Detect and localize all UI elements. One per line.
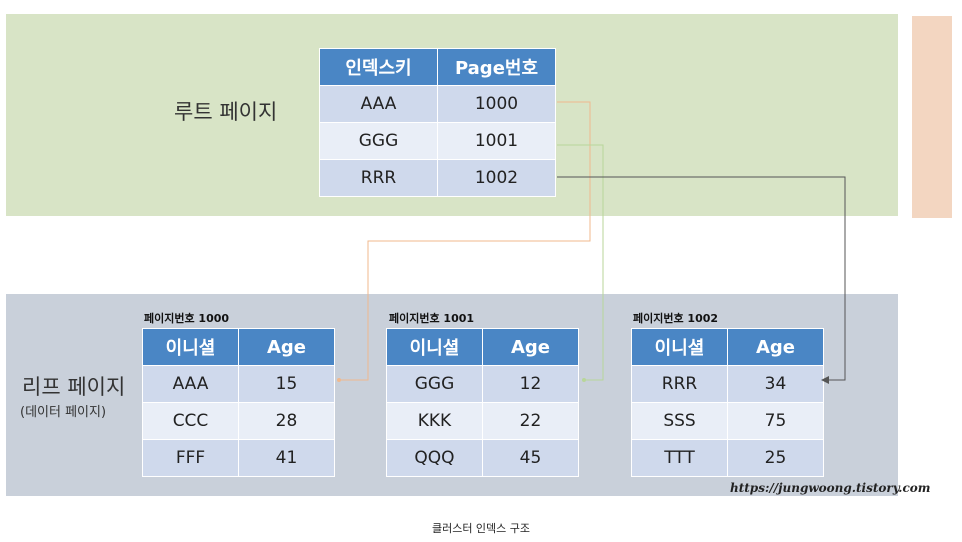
root-page-label: 루트 페이지 [174, 100, 278, 124]
table-row: RRR 34 [631, 365, 824, 403]
initial-cell: CCC [142, 402, 239, 440]
page-number-cell: 1000 [437, 85, 556, 123]
age-cell: 15 [238, 365, 335, 403]
column-header-initial: 이니셜 [386, 328, 483, 366]
index-key-cell: GGG [319, 122, 438, 160]
leaf-page-table-1001: 이니셜 Age GGG 12 KKK 22 QQQ 45 [386, 328, 579, 477]
table-header-row: 이니셜 Age [386, 328, 579, 366]
table-row: CCC 28 [142, 402, 335, 440]
index-key-cell: RRR [319, 159, 438, 197]
figure-caption: 클러스터 인덱스 구조 [431, 522, 531, 535]
table-row: KKK 22 [386, 402, 579, 440]
leaf-page-label: 리프 페이지 [22, 375, 126, 399]
table-header-row: 이니셜 Age [142, 328, 335, 366]
link-to-page-1000 [337, 101, 591, 381]
root-index-table: 인덱스키 Page번호 AAA 1000 GGG 1001 RRR 1002 [319, 48, 556, 197]
initial-cell: TTT [631, 439, 728, 477]
column-header-initial: 이니셜 [631, 328, 728, 366]
table-row: RRR 1002 [319, 159, 556, 197]
age-cell: 45 [482, 439, 579, 477]
column-header-page-number: Page번호 [437, 48, 556, 86]
table-header-row: 인덱스키 Page번호 [319, 48, 556, 86]
age-cell: 75 [727, 402, 824, 440]
link-to-page-1001 [557, 144, 604, 381]
column-header-age: Age [238, 328, 335, 366]
page-number-cell: 1001 [437, 122, 556, 160]
age-cell: 41 [238, 439, 335, 477]
table-header-row: 이니셜 Age [631, 328, 824, 366]
leaf-page-table-1000: 이니셜 Age AAA 15 CCC 28 FFF 41 [142, 328, 335, 477]
age-cell: 28 [238, 402, 335, 440]
initial-cell: KKK [386, 402, 483, 440]
leaf-page-caption-1001: 페이지번호 1001 [389, 312, 475, 325]
link-end-dot-1000 [337, 378, 341, 382]
table-row: AAA 15 [142, 365, 335, 403]
column-header-index-key: 인덱스키 [319, 48, 438, 86]
initial-cell: FFF [142, 439, 239, 477]
initial-cell: AAA [142, 365, 239, 403]
column-header-initial: 이니셜 [142, 328, 239, 366]
age-cell: 12 [482, 365, 579, 403]
link-end-dot-1001 [582, 378, 586, 382]
leaf-page-caption-1000: 페이지번호 1000 [144, 312, 230, 325]
table-row: GGG 1001 [319, 122, 556, 160]
initial-cell: QQQ [386, 439, 483, 477]
leaf-page-caption-1002: 페이지번호 1002 [633, 312, 719, 325]
initial-cell: RRR [631, 365, 728, 403]
index-key-cell: AAA [319, 85, 438, 123]
link-to-page-1002 [557, 176, 846, 384]
leaf-page-table-1002: 이니셜 Age RRR 34 SSS 75 TTT 25 [631, 328, 824, 477]
table-row: FFF 41 [142, 439, 335, 477]
age-cell: 25 [727, 439, 824, 477]
leaf-page-sublabel: (데이터 페이지) [20, 405, 107, 420]
table-row: AAA 1000 [319, 85, 556, 123]
age-cell: 22 [482, 402, 579, 440]
column-header-age: Age [482, 328, 579, 366]
table-row: TTT 25 [631, 439, 824, 477]
page-number-cell: 1002 [437, 159, 556, 197]
watermark: https://jungwoong.tistory.com [730, 481, 931, 495]
column-header-age: Age [727, 328, 824, 366]
side-strip [912, 16, 952, 218]
table-row: QQQ 45 [386, 439, 579, 477]
